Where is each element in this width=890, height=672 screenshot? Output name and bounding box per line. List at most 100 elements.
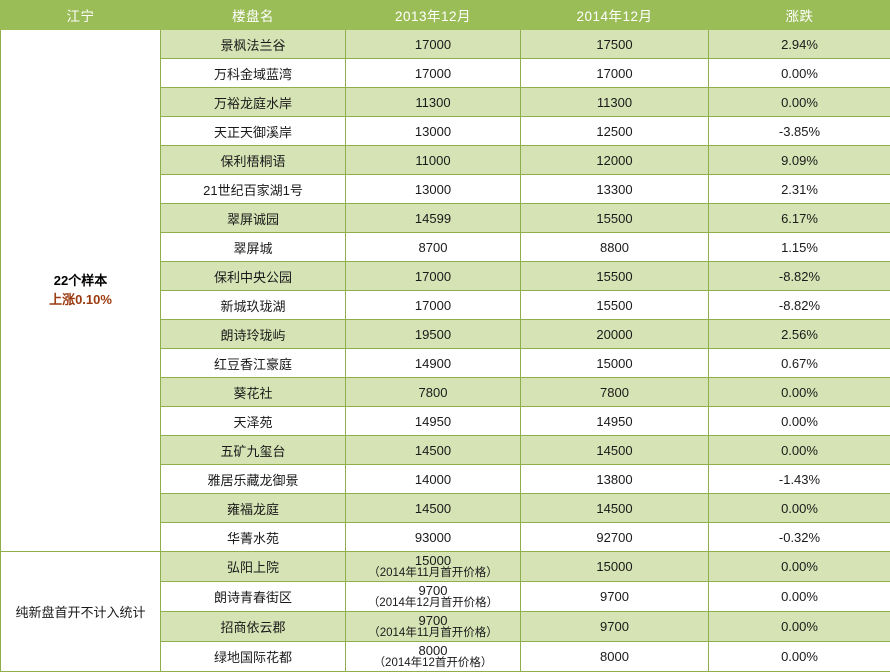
price-2014-cell: 9700	[521, 612, 709, 642]
price-2013-cell: 17000	[346, 59, 521, 88]
price-2013-cell: 14900	[346, 349, 521, 378]
change-pct-cell: 6.17%	[709, 204, 890, 233]
change-pct-cell: 0.67%	[709, 349, 890, 378]
price-2014-cell: 17500	[521, 30, 709, 59]
price-2014-cell: 14500	[521, 436, 709, 465]
property-name-cell: 天正天御溪岸	[161, 117, 346, 146]
change-pct-cell: -0.32%	[709, 523, 890, 552]
first-open-price-value: 8000	[346, 644, 520, 658]
property-name-cell: 天泽苑	[161, 407, 346, 436]
property-name-cell: 红豆香江豪庭	[161, 349, 346, 378]
price-2014-cell: 20000	[521, 320, 709, 349]
price-2014-cell: 15500	[521, 262, 709, 291]
change-pct-cell: 0.00%	[709, 552, 890, 582]
property-name-cell: 弘阳上院	[161, 552, 346, 582]
change-pct-cell: 0.00%	[709, 88, 890, 117]
price-2013-cell: 17000	[346, 30, 521, 59]
price-2014-cell: 17000	[521, 59, 709, 88]
price-2013-cell: 17000	[346, 262, 521, 291]
column-header-change: 涨跌	[709, 1, 890, 30]
new-project-section-label: 纯新盘首开不计入统计	[1, 552, 161, 672]
price-2014-cell: 13300	[521, 175, 709, 204]
price-2013-cell: 93000	[346, 523, 521, 552]
property-name-cell: 新城玖珑湖	[161, 291, 346, 320]
change-pct-cell: -1.43%	[709, 465, 890, 494]
first-open-price-note: （2014年12月首开价格）	[346, 597, 520, 609]
price-2013-cell: 7800	[346, 378, 521, 407]
change-pct-cell: 1.15%	[709, 233, 890, 262]
table-header: 江宁 楼盘名 2013年12月 2014年12月 涨跌	[1, 1, 890, 30]
property-name-cell: 朗诗青春街区	[161, 582, 346, 612]
change-pct-cell: 9.09%	[709, 146, 890, 175]
price-2013-cell: 19500	[346, 320, 521, 349]
change-pct-cell: 2.56%	[709, 320, 890, 349]
header-row: 江宁 楼盘名 2013年12月 2014年12月 涨跌	[1, 1, 890, 30]
column-header-region: 江宁	[1, 1, 161, 30]
price-2014-cell: 11300	[521, 88, 709, 117]
column-header-2013: 2013年12月	[346, 1, 521, 30]
column-header-name: 楼盘名	[161, 1, 346, 30]
property-name-cell: 万裕龙庭水岸	[161, 88, 346, 117]
property-name-cell: 保利梧桐语	[161, 146, 346, 175]
first-open-price-note: （2014年12首开价格）	[346, 657, 520, 669]
property-name-cell: 保利中央公园	[161, 262, 346, 291]
property-name-cell: 五矿九玺台	[161, 436, 346, 465]
change-pct-cell: 0.00%	[709, 378, 890, 407]
property-name-cell: 招商依云郡	[161, 612, 346, 642]
change-pct-cell: 0.00%	[709, 494, 890, 523]
overall-change-label: 上涨0.10%	[1, 291, 160, 310]
property-name-cell: 翠屏诚园	[161, 204, 346, 233]
first-open-price-cell: 15000（2014年11月首开价格）	[346, 552, 521, 582]
property-name-cell: 景枫法兰谷	[161, 30, 346, 59]
property-name-cell: 雍福龙庭	[161, 494, 346, 523]
first-open-price-note: （2014年11月首开价格）	[346, 567, 520, 579]
price-2014-cell: 92700	[521, 523, 709, 552]
property-name-cell: 绿地国际花都	[161, 642, 346, 672]
first-open-price-value: 9700	[346, 614, 520, 628]
change-pct-cell: 2.94%	[709, 30, 890, 59]
change-pct-cell: -8.82%	[709, 291, 890, 320]
price-2014-cell: 14500	[521, 494, 709, 523]
price-2014-cell: 8000	[521, 642, 709, 672]
price-2014-cell: 12500	[521, 117, 709, 146]
price-2014-cell: 9700	[521, 582, 709, 612]
change-pct-cell: 0.00%	[709, 436, 890, 465]
price-2013-cell: 14950	[346, 407, 521, 436]
price-2014-cell: 15500	[521, 204, 709, 233]
price-2013-cell: 14599	[346, 204, 521, 233]
change-pct-cell: 2.31%	[709, 175, 890, 204]
price-2013-cell: 17000	[346, 291, 521, 320]
price-2014-cell: 13800	[521, 465, 709, 494]
first-open-price-cell: 9700（2014年11月首开价格）	[346, 612, 521, 642]
first-open-price-cell: 9700（2014年12月首开价格）	[346, 582, 521, 612]
property-name-cell: 21世纪百家湖1号	[161, 175, 346, 204]
property-name-cell: 华菁水苑	[161, 523, 346, 552]
price-2013-cell: 11000	[346, 146, 521, 175]
price-2013-cell: 11300	[346, 88, 521, 117]
first-open-price-value: 9700	[346, 584, 520, 598]
change-pct-cell: -3.85%	[709, 117, 890, 146]
price-2013-cell: 14500	[346, 494, 521, 523]
price-2014-cell: 15500	[521, 291, 709, 320]
first-open-price-cell: 8000（2014年12首开价格）	[346, 642, 521, 672]
change-pct-cell: 0.00%	[709, 612, 890, 642]
price-2014-cell: 8800	[521, 233, 709, 262]
property-name-cell: 万科金域蓝湾	[161, 59, 346, 88]
price-2014-cell: 14950	[521, 407, 709, 436]
property-name-cell: 翠屏城	[161, 233, 346, 262]
price-2013-cell: 14500	[346, 436, 521, 465]
price-2014-cell: 7800	[521, 378, 709, 407]
column-header-2014: 2014年12月	[521, 1, 709, 30]
price-2014-cell: 15000	[521, 552, 709, 582]
sample-count-label: 22个样本	[1, 272, 160, 291]
price-2013-cell: 13000	[346, 117, 521, 146]
change-pct-cell: -8.82%	[709, 262, 890, 291]
property-name-cell: 雅居乐藏龙御景	[161, 465, 346, 494]
price-2014-cell: 12000	[521, 146, 709, 175]
first-open-price-value: 15000	[346, 554, 520, 568]
